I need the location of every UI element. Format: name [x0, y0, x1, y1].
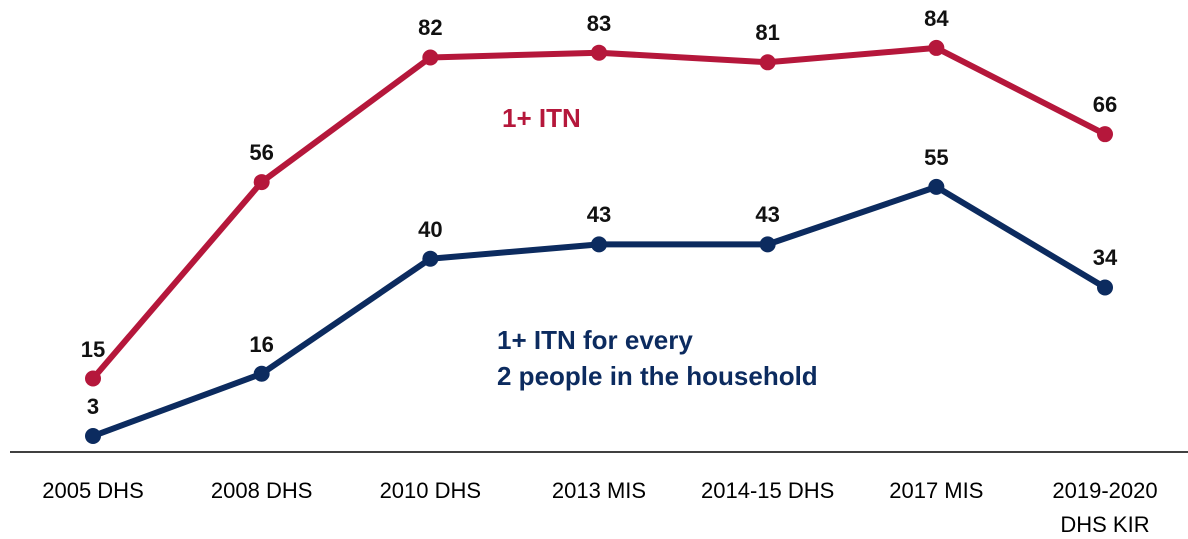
point: [1097, 126, 1113, 143]
data-label: 83: [586, 10, 612, 36]
point: [422, 49, 439, 66]
point: [928, 39, 945, 56]
x-tick-label: 2014-15 DHS: [701, 478, 835, 503]
data-label: 56: [249, 140, 274, 166]
point: [253, 174, 270, 191]
data-label: 81: [755, 20, 780, 46]
legend-label: 1+ ITN: [502, 103, 581, 133]
point: [591, 44, 607, 61]
data-label: 34: [1092, 245, 1118, 271]
point: [253, 365, 270, 382]
point: [928, 178, 945, 195]
data-label: 16: [249, 331, 274, 357]
data-label: 15: [80, 336, 106, 362]
data-label: 43: [586, 202, 612, 228]
point: [759, 236, 776, 253]
data-label: 55: [924, 144, 949, 170]
x-tick-label: 2010 DHS: [379, 478, 482, 503]
data-label: 66: [1092, 92, 1118, 118]
point: [85, 428, 101, 445]
x-tick-label: 2017 MIS: [889, 478, 984, 503]
point: [591, 236, 607, 253]
x-tick-label: 2005 DHS: [42, 478, 144, 503]
point: [1097, 279, 1113, 296]
data-label: 43: [755, 202, 780, 228]
data-label: 82: [418, 15, 443, 41]
legend-label: 1+ ITN for every 2 people in the househo…: [497, 325, 818, 391]
point: [759, 54, 776, 71]
data-label: 40: [418, 216, 443, 242]
data-label: 84: [924, 5, 949, 31]
point: [422, 250, 439, 267]
point: [85, 370, 101, 387]
x-tick-label: 2008 DHS: [210, 478, 313, 503]
data-label: 3: [86, 394, 100, 420]
x-tick-label: 2019-2020 DHS KIR: [1052, 478, 1158, 537]
x-tick-label: 2013 MIS: [551, 478, 647, 503]
